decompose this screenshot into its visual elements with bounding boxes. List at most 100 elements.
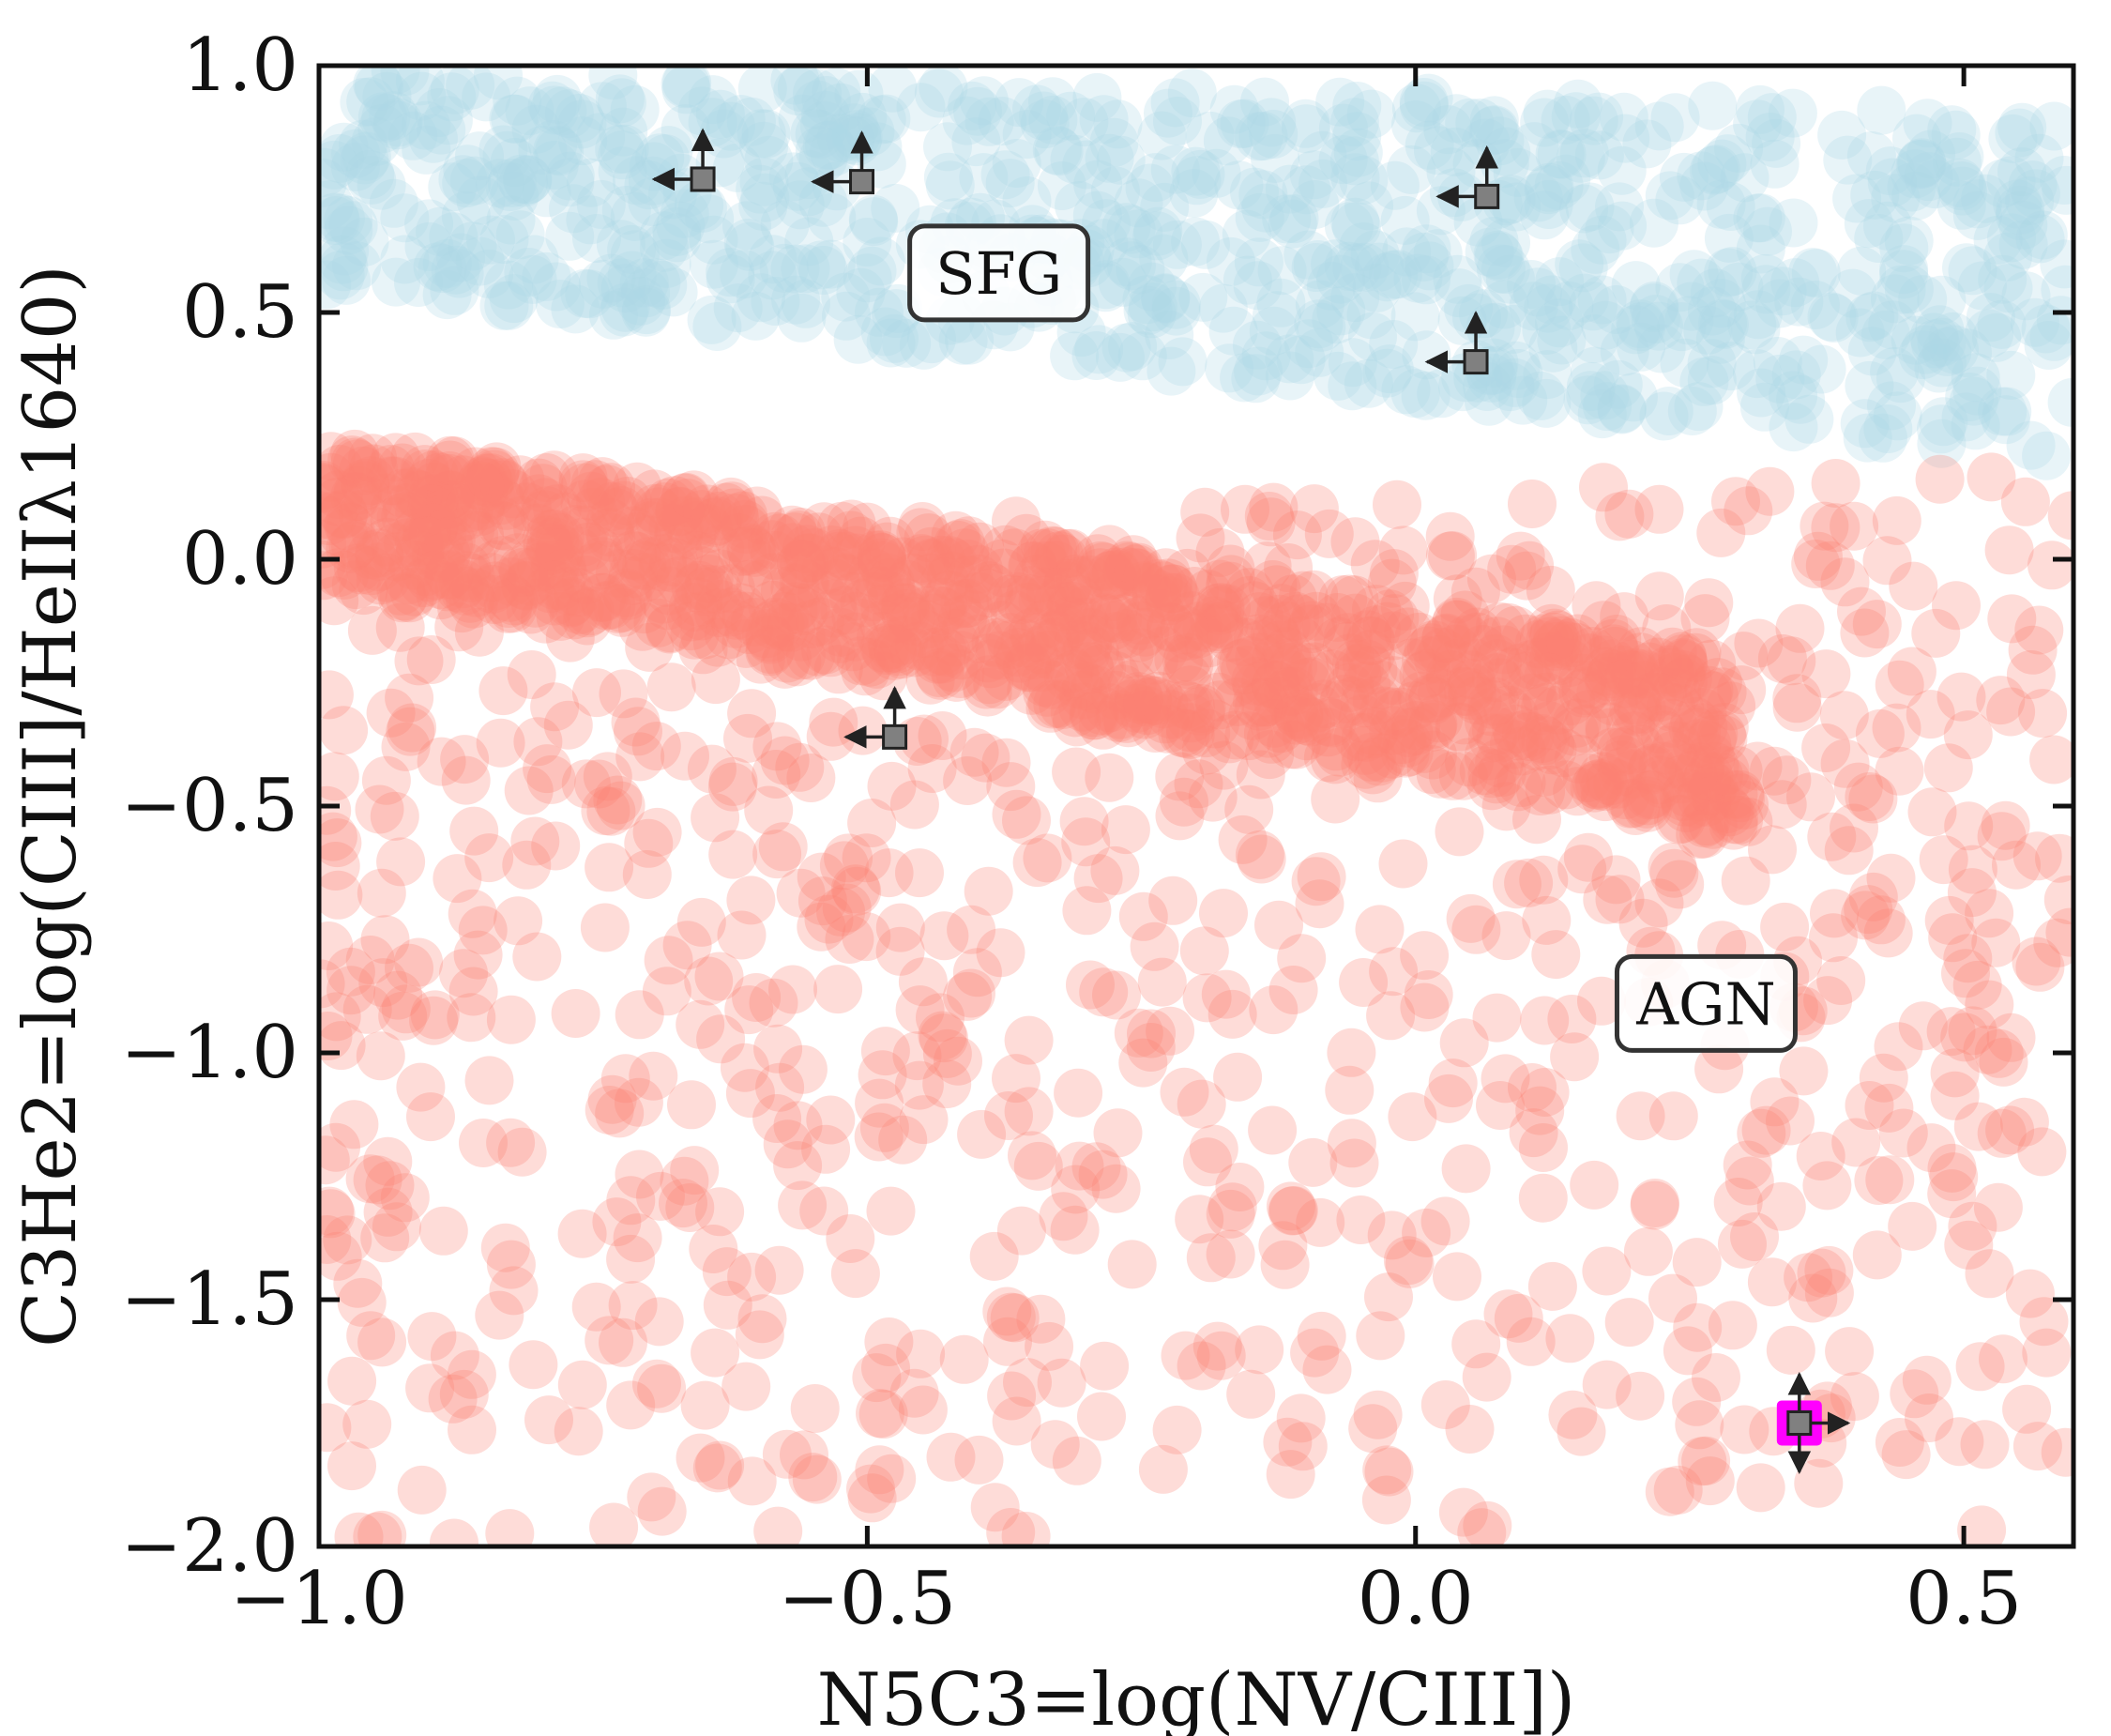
agn-point	[1116, 601, 1166, 650]
sfg-point	[2024, 321, 2073, 370]
sfg-point	[1032, 126, 1082, 175]
agn-point	[1611, 786, 1661, 835]
agn-point	[525, 523, 575, 572]
agn-point	[362, 517, 412, 567]
sfg-point	[725, 221, 775, 271]
agn-point	[695, 549, 744, 599]
sfg-point	[319, 193, 365, 243]
agn-point	[1670, 632, 1720, 682]
agn-point	[1435, 807, 1484, 857]
sfg-point	[408, 114, 458, 163]
sfg-point	[843, 253, 892, 303]
sfg-point	[713, 283, 763, 333]
agn-point	[459, 457, 509, 507]
agn-point	[760, 566, 810, 616]
sfg-point	[706, 101, 755, 151]
sfg-point	[1898, 275, 1948, 325]
agn-point	[898, 957, 948, 1007]
sfg-point	[1316, 254, 1365, 304]
sfg-point	[1516, 371, 1566, 420]
agn-point	[804, 894, 854, 944]
sfg-point	[1150, 78, 1200, 128]
sfg-point	[1132, 211, 1182, 261]
agn-point	[815, 528, 865, 578]
agn-point	[1042, 561, 1092, 611]
agn-point	[1050, 600, 1100, 649]
agn-point	[525, 526, 575, 576]
agn-point	[1195, 583, 1245, 632]
agn-point	[866, 1186, 916, 1236]
agn-point	[1578, 752, 1628, 801]
sfg-point	[1541, 154, 1591, 204]
agn-point	[769, 546, 819, 596]
sfg-point	[1318, 103, 1368, 153]
agn-point	[790, 1384, 840, 1433]
sfg-point	[688, 75, 737, 125]
sfg-point	[319, 251, 365, 300]
sfg-point	[1265, 164, 1314, 214]
sfg-point	[1469, 217, 1519, 266]
agn-point	[773, 1141, 823, 1191]
agn-point	[1477, 748, 1526, 798]
agn-point	[837, 636, 886, 686]
sfg-point	[1879, 250, 1929, 299]
sfg-point	[1791, 249, 1841, 298]
sfg-point	[572, 214, 621, 263]
sfg-point	[687, 295, 737, 344]
sfg-point	[496, 154, 546, 204]
sfg-point	[1432, 94, 1481, 144]
agn-point	[671, 563, 721, 613]
agn-point	[1166, 693, 1216, 743]
sfg-point	[736, 164, 785, 214]
sfg-point	[357, 104, 407, 154]
sfg-point	[554, 94, 604, 143]
sfg-point	[978, 97, 1027, 146]
agn-point	[1543, 621, 1593, 671]
agn-point	[1404, 626, 1453, 676]
sfg-point	[1332, 112, 1382, 161]
sfg-point	[1473, 230, 1523, 280]
agn-point	[1766, 1325, 1815, 1375]
agn-point	[1582, 1246, 1632, 1296]
agn-point	[1736, 1463, 1785, 1513]
sfg-point	[1891, 171, 1941, 221]
sfg-point	[1591, 285, 1641, 334]
agn-point	[1421, 615, 1470, 664]
agn-point	[1020, 599, 1070, 648]
agn-point	[1191, 699, 1239, 749]
sfg-point	[489, 274, 539, 324]
sfg-point	[1583, 382, 1633, 432]
sfg-point	[503, 155, 553, 205]
agn-point	[630, 483, 680, 533]
sfg-point	[529, 85, 579, 135]
sfg-point	[1699, 299, 1749, 349]
sfg-point	[1569, 96, 1618, 145]
sfg-point	[1192, 148, 1241, 198]
agn-point	[1508, 1063, 1557, 1112]
sfg-point	[401, 100, 450, 150]
agn-point	[721, 618, 771, 668]
sfg-point	[1330, 273, 1380, 323]
agn-point	[1093, 594, 1143, 644]
sfg-point	[505, 86, 554, 136]
sfg-point	[1936, 161, 1986, 211]
sfg-point	[770, 66, 820, 105]
agn-point	[1194, 599, 1244, 648]
sfg-point	[319, 147, 349, 197]
agn-point	[1604, 1298, 1654, 1348]
agn-point	[1286, 604, 1336, 654]
sfg-point	[1137, 111, 1187, 160]
sfg-point	[1597, 385, 1647, 434]
sfg-point	[1919, 397, 1968, 447]
limit-square	[849, 169, 875, 195]
agn-point	[1002, 796, 1051, 845]
agn-point	[1065, 555, 1115, 604]
agn-point	[346, 530, 396, 580]
agn-point	[514, 474, 564, 524]
agn-point	[1202, 584, 1251, 633]
sfg-point	[478, 125, 528, 175]
agn-point	[1303, 708, 1353, 757]
sfg-point	[1106, 241, 1156, 291]
agn-point	[558, 517, 608, 567]
agn-point	[694, 491, 744, 541]
